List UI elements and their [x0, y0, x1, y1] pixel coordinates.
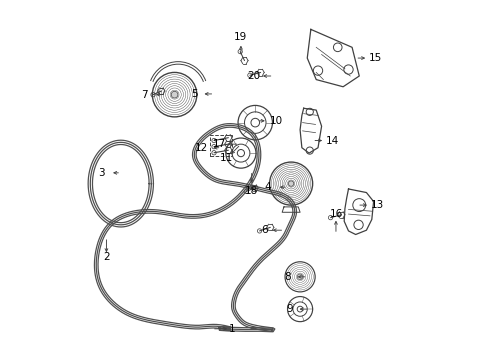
Text: 20: 20 — [246, 71, 260, 81]
Bar — [210, 135, 231, 156]
Text: 16: 16 — [328, 209, 342, 219]
Circle shape — [288, 181, 293, 186]
Text: 7: 7 — [141, 90, 147, 100]
Text: 9: 9 — [285, 304, 292, 314]
Text: 1: 1 — [228, 324, 235, 334]
Text: 15: 15 — [368, 53, 381, 63]
Text: 19: 19 — [234, 32, 247, 41]
Text: 3: 3 — [98, 168, 104, 178]
Text: 2: 2 — [103, 252, 109, 262]
Text: 18: 18 — [244, 186, 258, 196]
Text: 10: 10 — [270, 116, 283, 126]
Text: 14: 14 — [325, 136, 338, 145]
Text: 5: 5 — [191, 89, 197, 99]
Text: 13: 13 — [370, 200, 383, 210]
Text: 12: 12 — [194, 143, 208, 153]
Text: 11: 11 — [220, 153, 233, 163]
Text: 4: 4 — [264, 182, 270, 192]
Circle shape — [171, 91, 178, 98]
Text: 8: 8 — [284, 272, 290, 282]
Text: 6: 6 — [261, 225, 267, 235]
Circle shape — [297, 274, 302, 280]
Text: 17: 17 — [212, 139, 225, 149]
